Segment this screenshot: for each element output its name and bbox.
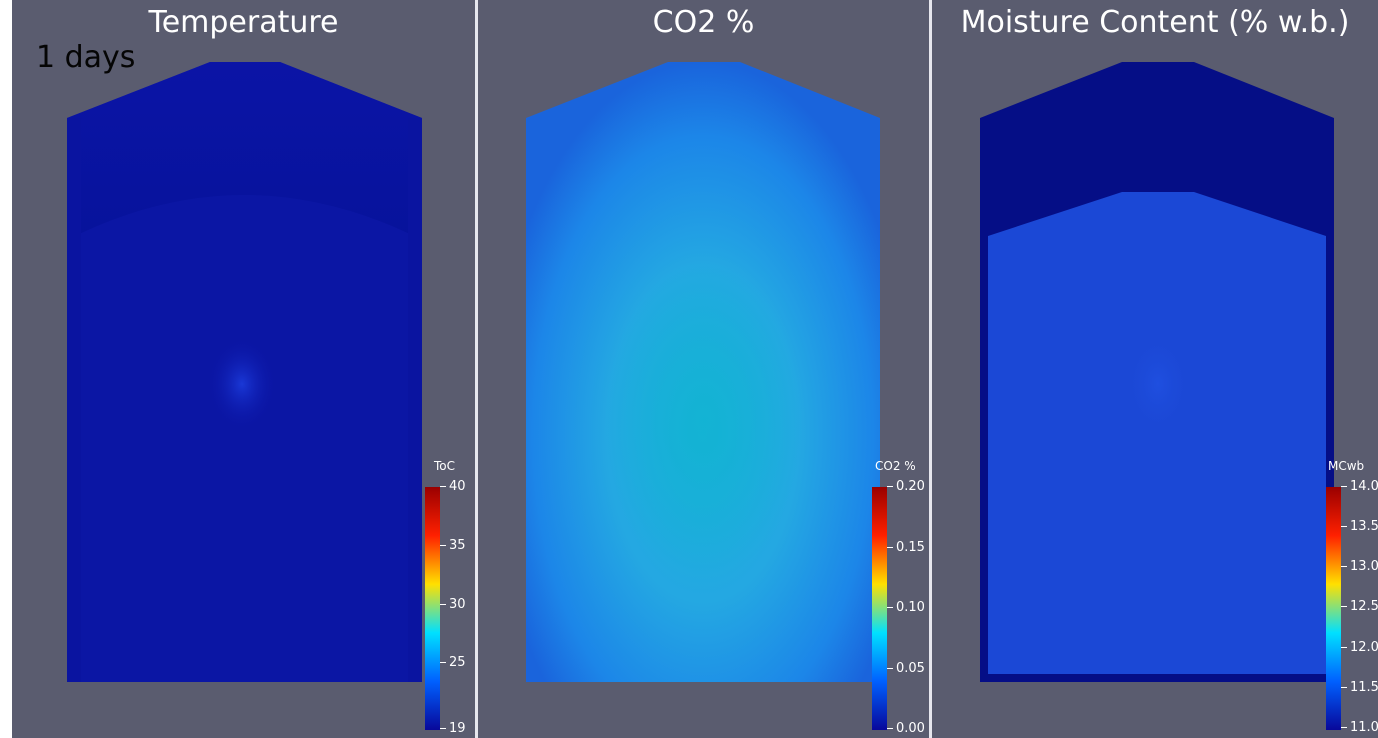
- moisture-silo-render: [980, 62, 1334, 682]
- co2-panel: CO2 % CO2 % 0.20 0.15 0.10 0.05 0.00: [478, 0, 929, 738]
- moisture-panel: Moisture Content (% w.b.) MCwb 14.0 13.5…: [932, 0, 1378, 738]
- co2-tick: 0.05: [887, 662, 925, 676]
- temperature-title: Temperature: [148, 5, 339, 40]
- temperature-panel: Temperature 1 days ToC 40 35 30 25 19: [12, 0, 475, 738]
- co2-title: CO2 %: [652, 5, 755, 40]
- co2-silo-render: [526, 62, 880, 682]
- co2-colorbar: [872, 487, 887, 730]
- moisture-tick: 12.5: [1341, 600, 1378, 614]
- co2-tick: 0.10: [887, 601, 925, 615]
- moisture-tick: 13.5: [1341, 520, 1378, 534]
- co2-tick: 0.20: [887, 480, 925, 494]
- temperature-tick: 25: [440, 656, 466, 670]
- temperature-tick: 30: [440, 598, 466, 612]
- panel-divider: [475, 0, 478, 738]
- moisture-tick: 11.0: [1341, 721, 1378, 735]
- temperature-colorbar-title: ToC: [434, 459, 456, 473]
- temperature-tick: 35: [440, 539, 466, 553]
- co2-tick: 0.00: [887, 722, 925, 736]
- temperature-colorbar: [425, 487, 440, 730]
- moisture-tick: 14.0: [1341, 480, 1378, 494]
- panel-divider: [929, 0, 932, 738]
- temperature-tick: 19: [440, 722, 466, 736]
- time-label: 1 days: [36, 40, 136, 75]
- moisture-tick: 12.0: [1341, 641, 1378, 655]
- co2-colorbar-title: CO2 %: [875, 459, 916, 473]
- temperature-tick: 40: [440, 480, 466, 494]
- moisture-colorbar-title: MCwb: [1328, 459, 1365, 473]
- temperature-silo-render: [67, 62, 422, 682]
- moisture-tick: 11.5: [1341, 681, 1378, 695]
- moisture-colorbar: [1326, 487, 1341, 730]
- moisture-tick: 13.0: [1341, 560, 1378, 574]
- co2-tick: 0.15: [887, 541, 925, 555]
- moisture-title: Moisture Content (% w.b.): [960, 5, 1350, 40]
